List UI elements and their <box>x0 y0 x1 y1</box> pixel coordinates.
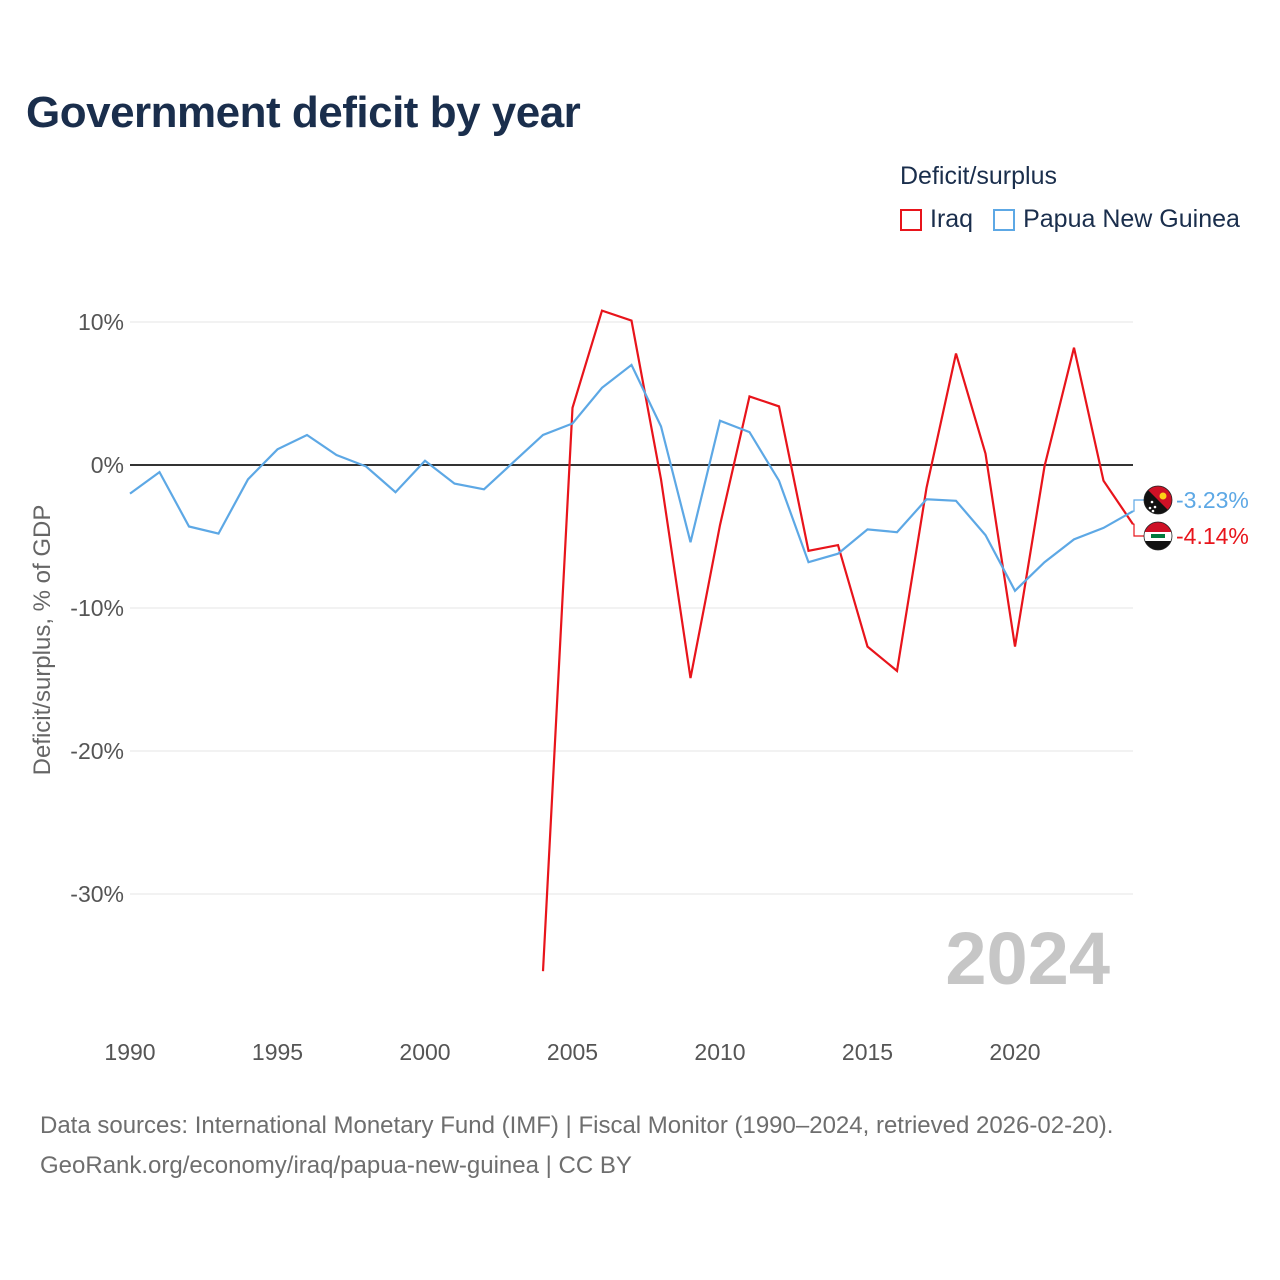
footer-url[interactable]: GeoRank.org/economy/iraq/papua-new-guine… <box>40 1152 632 1179</box>
leader-line-papua-new-guinea <box>1133 499 1144 512</box>
end-value-label-papua-new-guinea: -3.23% <box>1176 487 1249 513</box>
data-point-iraq <box>540 968 546 974</box>
x-tick-label: 2005 <box>547 1039 598 1065</box>
legend-title: Deficit/surplus <box>900 162 1057 190</box>
legend-item-iraq[interactable]: Iraq <box>900 205 973 234</box>
legend-label-iraq: Iraq <box>930 205 974 233</box>
data-point-iraq <box>835 542 841 548</box>
png-flag-icon <box>1143 485 1173 515</box>
data-point-papua-new-guinea <box>688 539 694 545</box>
x-tick-label: 2020 <box>989 1039 1040 1065</box>
data-point-iraq <box>688 675 694 681</box>
legend: Deficit/surplus Iraq Papua New Guinea <box>900 162 1260 234</box>
series-line-iraq <box>541 309 1134 972</box>
data-point-papua-new-guinea <box>747 429 753 435</box>
data-point-papua-new-guinea <box>599 385 605 391</box>
data-point-papua-new-guinea <box>157 469 163 475</box>
data-point-papua-new-guinea <box>481 486 487 492</box>
data-point-papua-new-guinea <box>924 496 930 502</box>
data-point-iraq <box>806 548 812 554</box>
data-point-papua-new-guinea <box>629 362 635 368</box>
data-point-papua-new-guinea <box>304 432 310 438</box>
data-point-papua-new-guinea <box>275 446 281 452</box>
data-point-iraq <box>953 350 959 356</box>
data-point-papua-new-guinea <box>452 481 458 487</box>
data-point-papua-new-guinea <box>776 478 782 484</box>
x-tick-label: 2010 <box>694 1039 745 1065</box>
data-point-papua-new-guinea <box>334 452 340 458</box>
chart-title: Government deficit by year <box>26 88 581 137</box>
leader-line-iraq <box>1133 523 1144 537</box>
data-point-papua-new-guinea <box>1042 559 1048 565</box>
data-point-papua-new-guinea <box>806 559 812 565</box>
y-tick-label: -10% <box>70 595 124 621</box>
x-tick-label: 1995 <box>252 1039 303 1065</box>
data-point-papua-new-guinea <box>1101 525 1107 531</box>
legend-swatch-papua-new-guinea <box>993 208 1016 231</box>
y-tick-label: 0% <box>91 452 124 478</box>
data-point-iraq <box>717 522 723 528</box>
data-point-papua-new-guinea <box>570 421 576 427</box>
data-point-papua-new-guinea <box>393 489 399 495</box>
y-tick-label: -20% <box>70 738 124 764</box>
data-point-papua-new-guinea <box>865 526 871 532</box>
data-point-papua-new-guinea <box>1012 588 1018 594</box>
data-point-iraq <box>1042 463 1048 469</box>
iraq-flag-icon <box>1143 521 1173 551</box>
y-tick-label: -30% <box>70 881 124 907</box>
series-line-papua-new-guinea <box>129 363 1134 593</box>
footer-sources: Data sources: International Monetary Fun… <box>40 1112 1114 1139</box>
data-point-iraq <box>570 405 576 411</box>
legend-item-papua-new-guinea[interactable]: Papua New Guinea <box>993 205 1240 234</box>
data-point-papua-new-guinea <box>983 532 989 538</box>
data-point-papua-new-guinea <box>835 551 841 557</box>
x-tick-label: 2000 <box>399 1039 450 1065</box>
year-watermark: 2024 <box>945 917 1110 1000</box>
data-point-papua-new-guinea <box>186 523 192 529</box>
data-point-papua-new-guinea <box>127 491 133 497</box>
data-point-iraq <box>629 318 635 324</box>
data-point-papua-new-guinea <box>1071 536 1077 542</box>
legend-label-papua-new-guinea: Papua New Guinea <box>1023 205 1240 233</box>
data-point-iraq <box>776 403 782 409</box>
data-point-papua-new-guinea <box>953 498 959 504</box>
data-point-iraq <box>599 308 605 314</box>
data-point-iraq <box>983 451 989 457</box>
end-value-label-iraq: -4.14% <box>1176 523 1249 549</box>
data-point-iraq <box>658 476 664 482</box>
data-point-iraq <box>1101 478 1107 484</box>
data-point-papua-new-guinea <box>717 418 723 424</box>
footer: Data sources: International Monetary Fun… <box>40 1106 1113 1186</box>
data-point-iraq <box>1071 345 1077 351</box>
x-tick-label: 1990 <box>104 1039 155 1065</box>
data-point-papua-new-guinea <box>658 423 664 429</box>
data-point-iraq <box>1012 644 1018 650</box>
data-point-papua-new-guinea <box>216 531 222 537</box>
line-chart: 2024 Deficit/surplus, % of GDP 10% 0% -10%… <box>29 308 1249 1065</box>
data-point-iraq <box>865 644 871 650</box>
data-point-iraq <box>747 393 753 399</box>
legend-swatch-iraq <box>900 208 922 231</box>
data-point-papua-new-guinea <box>894 529 900 535</box>
data-point-papua-new-guinea <box>540 432 546 438</box>
y-tick-label: 10% <box>78 309 124 335</box>
x-tick-label: 2015 <box>842 1039 893 1065</box>
data-point-papua-new-guinea <box>245 476 251 482</box>
data-point-iraq <box>894 668 900 674</box>
data-point-papua-new-guinea <box>511 459 517 465</box>
data-point-iraq <box>924 485 930 491</box>
data-point-papua-new-guinea <box>422 458 428 464</box>
data-point-papua-new-guinea <box>363 463 369 469</box>
y-axis-label: Deficit/surplus, % of GDP <box>29 505 56 776</box>
